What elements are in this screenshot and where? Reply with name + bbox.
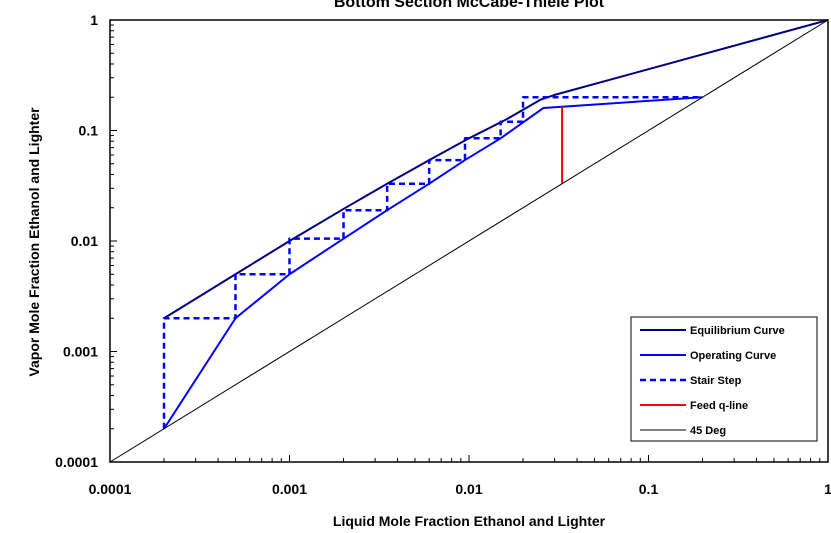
y-tick-label: 0.01: [71, 233, 98, 249]
y-tick-label: 0.0001: [55, 454, 98, 470]
plot-lines: [109, 19, 829, 463]
x-tick-label: 0.01: [455, 481, 482, 497]
x-tick-label: 1: [824, 481, 831, 497]
45-deg-line: [109, 19, 829, 463]
x-axis-label: Liquid Mole Fraction Ethanol and Lighter: [333, 513, 606, 529]
y-axis-label: Vapor Mole Fraction Ethanol and Lighter: [26, 107, 42, 377]
stair-step-line: [162, 95, 703, 429]
x-tick-label: 0.1: [639, 481, 659, 497]
legend-label-feed-q-line: Feed q-line: [690, 400, 748, 412]
x-tick-label: 0.0001: [89, 481, 132, 497]
legend-label-operating-curve: Operating Curve: [690, 350, 776, 362]
y-tick-label: 0.001: [63, 344, 98, 360]
legend-label-equilibrium-curve: Equilibrium Curve: [690, 325, 785, 337]
legend-label-45-deg: 45 Deg: [690, 425, 726, 437]
tick-labels: 0.0001 0.001 0.01 0.1 1 0.0001 0.001 0.01 0.1 1: [55, 12, 831, 497]
x-tick-label: 0.001: [272, 481, 307, 497]
chart-title: Bottom Section McCabe-Thiele Plot: [334, 0, 605, 11]
operating-curve-line: [163, 96, 703, 430]
legend: Equilibrium Curve Operating Curve Stair St…: [630, 316, 818, 442]
plot-area-frame: [109, 19, 829, 463]
y-tick-label: 0.1: [79, 123, 99, 139]
y-tick-label: 1: [90, 12, 98, 28]
legend-label-stair-step: Stair Step: [690, 375, 742, 387]
